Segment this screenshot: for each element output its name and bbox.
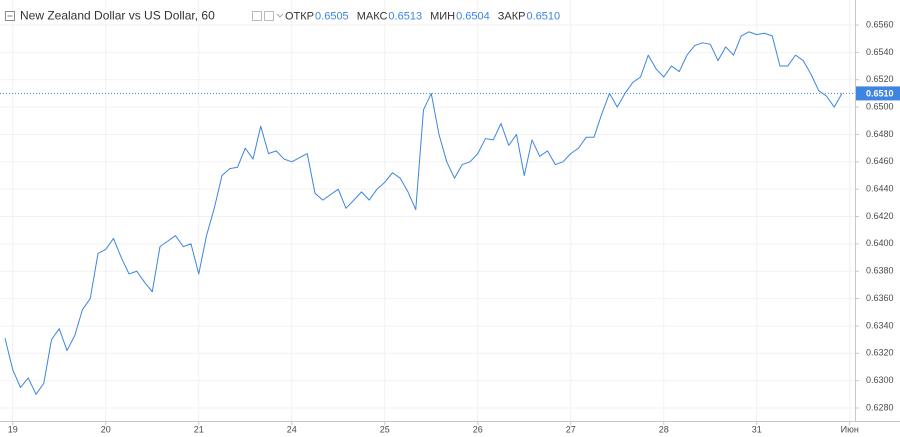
y-tick-label: 0.6560 — [866, 19, 894, 29]
x-tick-label: 24 — [287, 424, 297, 434]
ohlc-values: ОТКР 0.6505 МАКС 0.6513 МИН 0.6504 ЗАКР 0.6510 — [285, 10, 560, 22]
x-tick-label: 20 — [101, 424, 111, 434]
x-tick-label: 31 — [752, 424, 762, 434]
y-tick-label: 0.6480 — [866, 129, 894, 139]
y-tick-label: 0.6280 — [866, 402, 894, 412]
plot — [0, 31, 855, 395]
x-tick-label: 27 — [566, 424, 576, 434]
y-tick-label: 0.6300 — [866, 375, 894, 385]
ohlc-label: МАКС — [357, 10, 388, 22]
dropdown-icon[interactable] — [276, 13, 284, 18]
y-tick-label: 0.6380 — [866, 266, 894, 276]
ohlc-value: 0.6505 — [315, 10, 349, 22]
ohlc-label: МИН — [430, 10, 455, 22]
ohlc-value: 0.6510 — [526, 10, 560, 22]
x-tick-label: 21 — [194, 424, 204, 434]
y-tick-label: 0.6400 — [866, 238, 894, 248]
ohlc-value: 0.6504 — [456, 10, 490, 22]
chart-title: New Zealand Dollar vs US Dollar, 60 — [20, 9, 215, 23]
y-tick-label: 0.6440 — [866, 184, 894, 194]
x-tick-label: 25 — [380, 424, 390, 434]
x-tick-label: 19 — [8, 424, 18, 434]
y-tick-label: 0.6420 — [866, 211, 894, 221]
ohlc-label: ОТКР — [285, 10, 314, 22]
hide-icon[interactable] — [264, 11, 274, 21]
y-tick-label: 0.6460 — [866, 156, 894, 166]
y-tick-label: 0.6520 — [866, 74, 894, 84]
ohlc-value: 0.6513 — [388, 10, 422, 22]
price-line — [4, 31, 843, 395]
last-price-tag — [856, 86, 900, 101]
y-tick-label: 0.6360 — [866, 293, 894, 303]
x-tick-label: 26 — [473, 424, 483, 434]
y-tick-label: 0.6500 — [866, 101, 894, 111]
legend-header: New Zealand Dollar vs US Dollar, 60 ОТКР… — [5, 9, 560, 23]
x-tick-label: Июн — [841, 424, 859, 434]
settings-icon[interactable] — [252, 11, 262, 21]
ohlc-label: ЗАКР — [498, 10, 526, 22]
last-price-label: 0.6510 — [866, 88, 894, 98]
x-tick-label: 28 — [659, 424, 669, 434]
y-tick-label: 0.6320 — [866, 348, 894, 358]
y-tick-label: 0.6540 — [866, 47, 894, 57]
y-tick-label: 0.6340 — [866, 320, 894, 330]
grid — [0, 0, 855, 421]
